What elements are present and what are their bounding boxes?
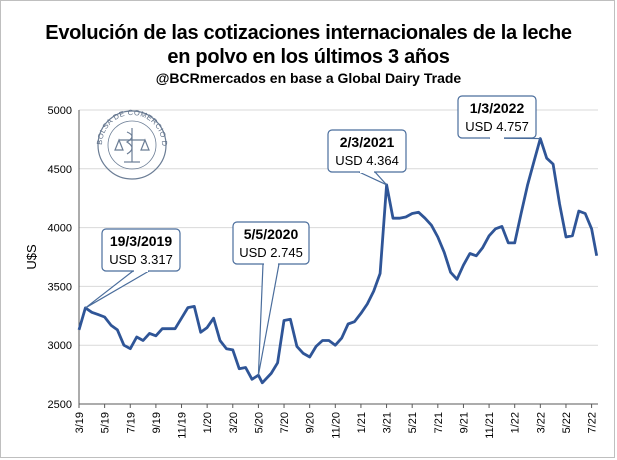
callout-pointer	[85, 270, 152, 309]
callout: 19/3/2019 USD 3.317	[85, 228, 181, 309]
callout: 1/3/2022 USD 4.757	[457, 95, 541, 140]
x-tick-label: 7/21	[433, 412, 445, 433]
price-series-line	[77, 137, 599, 385]
y-tick-label: 4000	[48, 223, 72, 235]
x-tick-label: 9/21	[458, 412, 470, 433]
callout-value: USD 2.745	[239, 245, 303, 260]
logo-seal: BOLSA DE COMERCIO DE ROSARIO	[0, 0, 169, 180]
caduceus-seal-icon	[114, 128, 150, 163]
x-tick-label: 3/20	[228, 412, 240, 433]
y-tick-label: 5000	[48, 105, 72, 117]
callout-date: 2/3/2021	[340, 134, 395, 150]
callout-date: 5/5/2020	[244, 226, 299, 242]
x-tick-label: 1/21	[356, 412, 368, 433]
callout-pointer	[358, 171, 388, 186]
x-tick-label: 11/19	[177, 412, 189, 439]
chart-title-line1: Evolución de las cotizaciones internacio…	[45, 22, 572, 44]
callout-value: USD 4.757	[465, 119, 529, 134]
x-tick-label: 11/20	[330, 412, 342, 439]
logo-text: BOLSA DE COMERCIO DE ROSARIO	[0, 0, 169, 147]
x-tick-label: 1/22	[510, 412, 522, 433]
x-tick-label: 9/20	[305, 412, 317, 433]
y-axis: 2500 3000 3500 4000 4500 5000	[48, 105, 80, 411]
x-tick-label: 3/19	[74, 412, 86, 433]
x-tick-label: 5/19	[100, 412, 112, 433]
x-tick-label: 3/22	[535, 412, 547, 433]
callout-pointer	[257, 263, 280, 376]
x-tick-label: 5/22	[561, 412, 573, 433]
x-tick-label: 7/19	[125, 412, 137, 433]
y-axis-label: U$S	[24, 244, 39, 270]
chart-subtitle: @BCRmercados en base a Global Dairy Trad…	[155, 70, 462, 86]
x-tick-label: 5/21	[407, 412, 419, 433]
x-tick-label: 7/22	[587, 412, 599, 433]
x-axis: 3/19 5/19 7/19 9/19 11/19 1/20 3/20 5/20 7/20 9/2…	[74, 403, 599, 439]
svg-text:BOLSA DE COMERCIO DE ROSARIO: BOLSA DE COMERCIO DE ROSARIO	[0, 0, 169, 147]
x-tick-label: 9/19	[151, 412, 163, 433]
x-tick-label: 1/20	[202, 412, 214, 433]
chart-title-line2: en polvo en los últimos 3 años	[167, 46, 450, 68]
y-tick-label: 4500	[48, 164, 72, 176]
y-tick-label: 3500	[48, 281, 72, 293]
callout-date: 1/3/2022	[470, 100, 525, 116]
callout-value: USD 4.364	[335, 153, 399, 168]
x-tick-label: 11/21	[484, 412, 496, 439]
x-tick-label: 3/21	[382, 412, 394, 433]
callouts: 19/3/2019 USD 3.317 5/5/2020 USD 2.745 2/3/2…	[85, 95, 541, 376]
callout-date: 19/3/2019	[110, 233, 172, 249]
callout-value: USD 3.317	[109, 252, 173, 267]
callout: 2/3/2021 USD 4.364	[327, 129, 407, 186]
callout: 5/5/2020 USD 2.745	[232, 221, 310, 376]
y-tick-label: 3000	[48, 340, 72, 352]
x-tick-label: 5/20	[253, 412, 265, 433]
y-tick-label: 2500	[48, 399, 72, 411]
x-tick-label: 7/20	[279, 412, 291, 433]
